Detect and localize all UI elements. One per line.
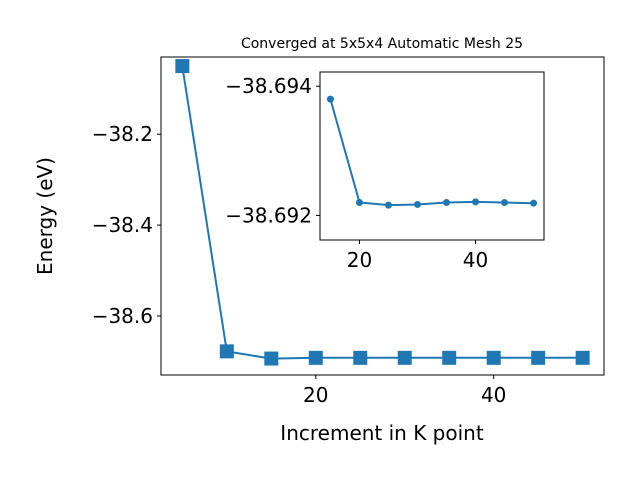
inset-plot-frame — [319, 71, 545, 241]
x-axis-label: Increment in K point — [280, 421, 484, 445]
inset-series — [326, 95, 538, 209]
main-data-point — [531, 350, 546, 365]
inset-x-tick-label: 40 — [463, 248, 488, 272]
main-data-point — [575, 350, 590, 365]
main-data-point — [353, 350, 368, 365]
main-series-line — [181, 65, 583, 360]
inset-series-line — [329, 98, 534, 207]
inset-data-point — [472, 198, 480, 206]
chart-title: Converged at 5x5x4 Automatic Mesh 25 — [241, 36, 523, 52]
inset-data-point — [530, 199, 538, 207]
main-data-point — [175, 59, 190, 74]
y-axis-label: Energy (eV) — [33, 157, 57, 275]
main-data-point — [486, 350, 501, 365]
main-data-point — [308, 350, 323, 365]
inset-data-point — [326, 95, 334, 103]
inset-data-point — [384, 201, 392, 209]
inset-x-tick-label: 20 — [347, 248, 372, 272]
main-y-tick-label: −38.6 — [92, 304, 153, 328]
inset-axes: 20 40 −38.694 −38.692 — [225, 71, 545, 272]
inset-y-tick-label: −38.692 — [225, 203, 312, 227]
main-data-point — [219, 344, 234, 359]
main-plot-frame — [160, 56, 605, 376]
inset-background — [320, 72, 544, 240]
main-data-point — [442, 350, 457, 365]
inset-y-tick-label: −38.694 — [225, 74, 312, 98]
inset-data-point — [355, 199, 363, 207]
inset-data-point — [501, 199, 509, 207]
main-y-tick-label: −38.4 — [92, 213, 153, 237]
inset-data-point — [443, 199, 451, 207]
main-x-tick-label: 40 — [481, 383, 506, 407]
inset-ticks: 20 40 −38.694 −38.692 — [225, 74, 488, 272]
main-series — [175, 59, 590, 366]
main-axes: Converged at 5x5x4 Automatic Mesh 25 20 4… — [33, 36, 605, 445]
main-data-point — [397, 350, 412, 365]
main-y-tick-label: −38.2 — [92, 122, 153, 146]
main-data-point — [264, 351, 279, 366]
main-ticks: 20 40 −38.2 −38.4 −38.6 — [92, 122, 507, 407]
inset-data-point — [413, 200, 421, 208]
main-x-tick-label: 20 — [303, 383, 328, 407]
